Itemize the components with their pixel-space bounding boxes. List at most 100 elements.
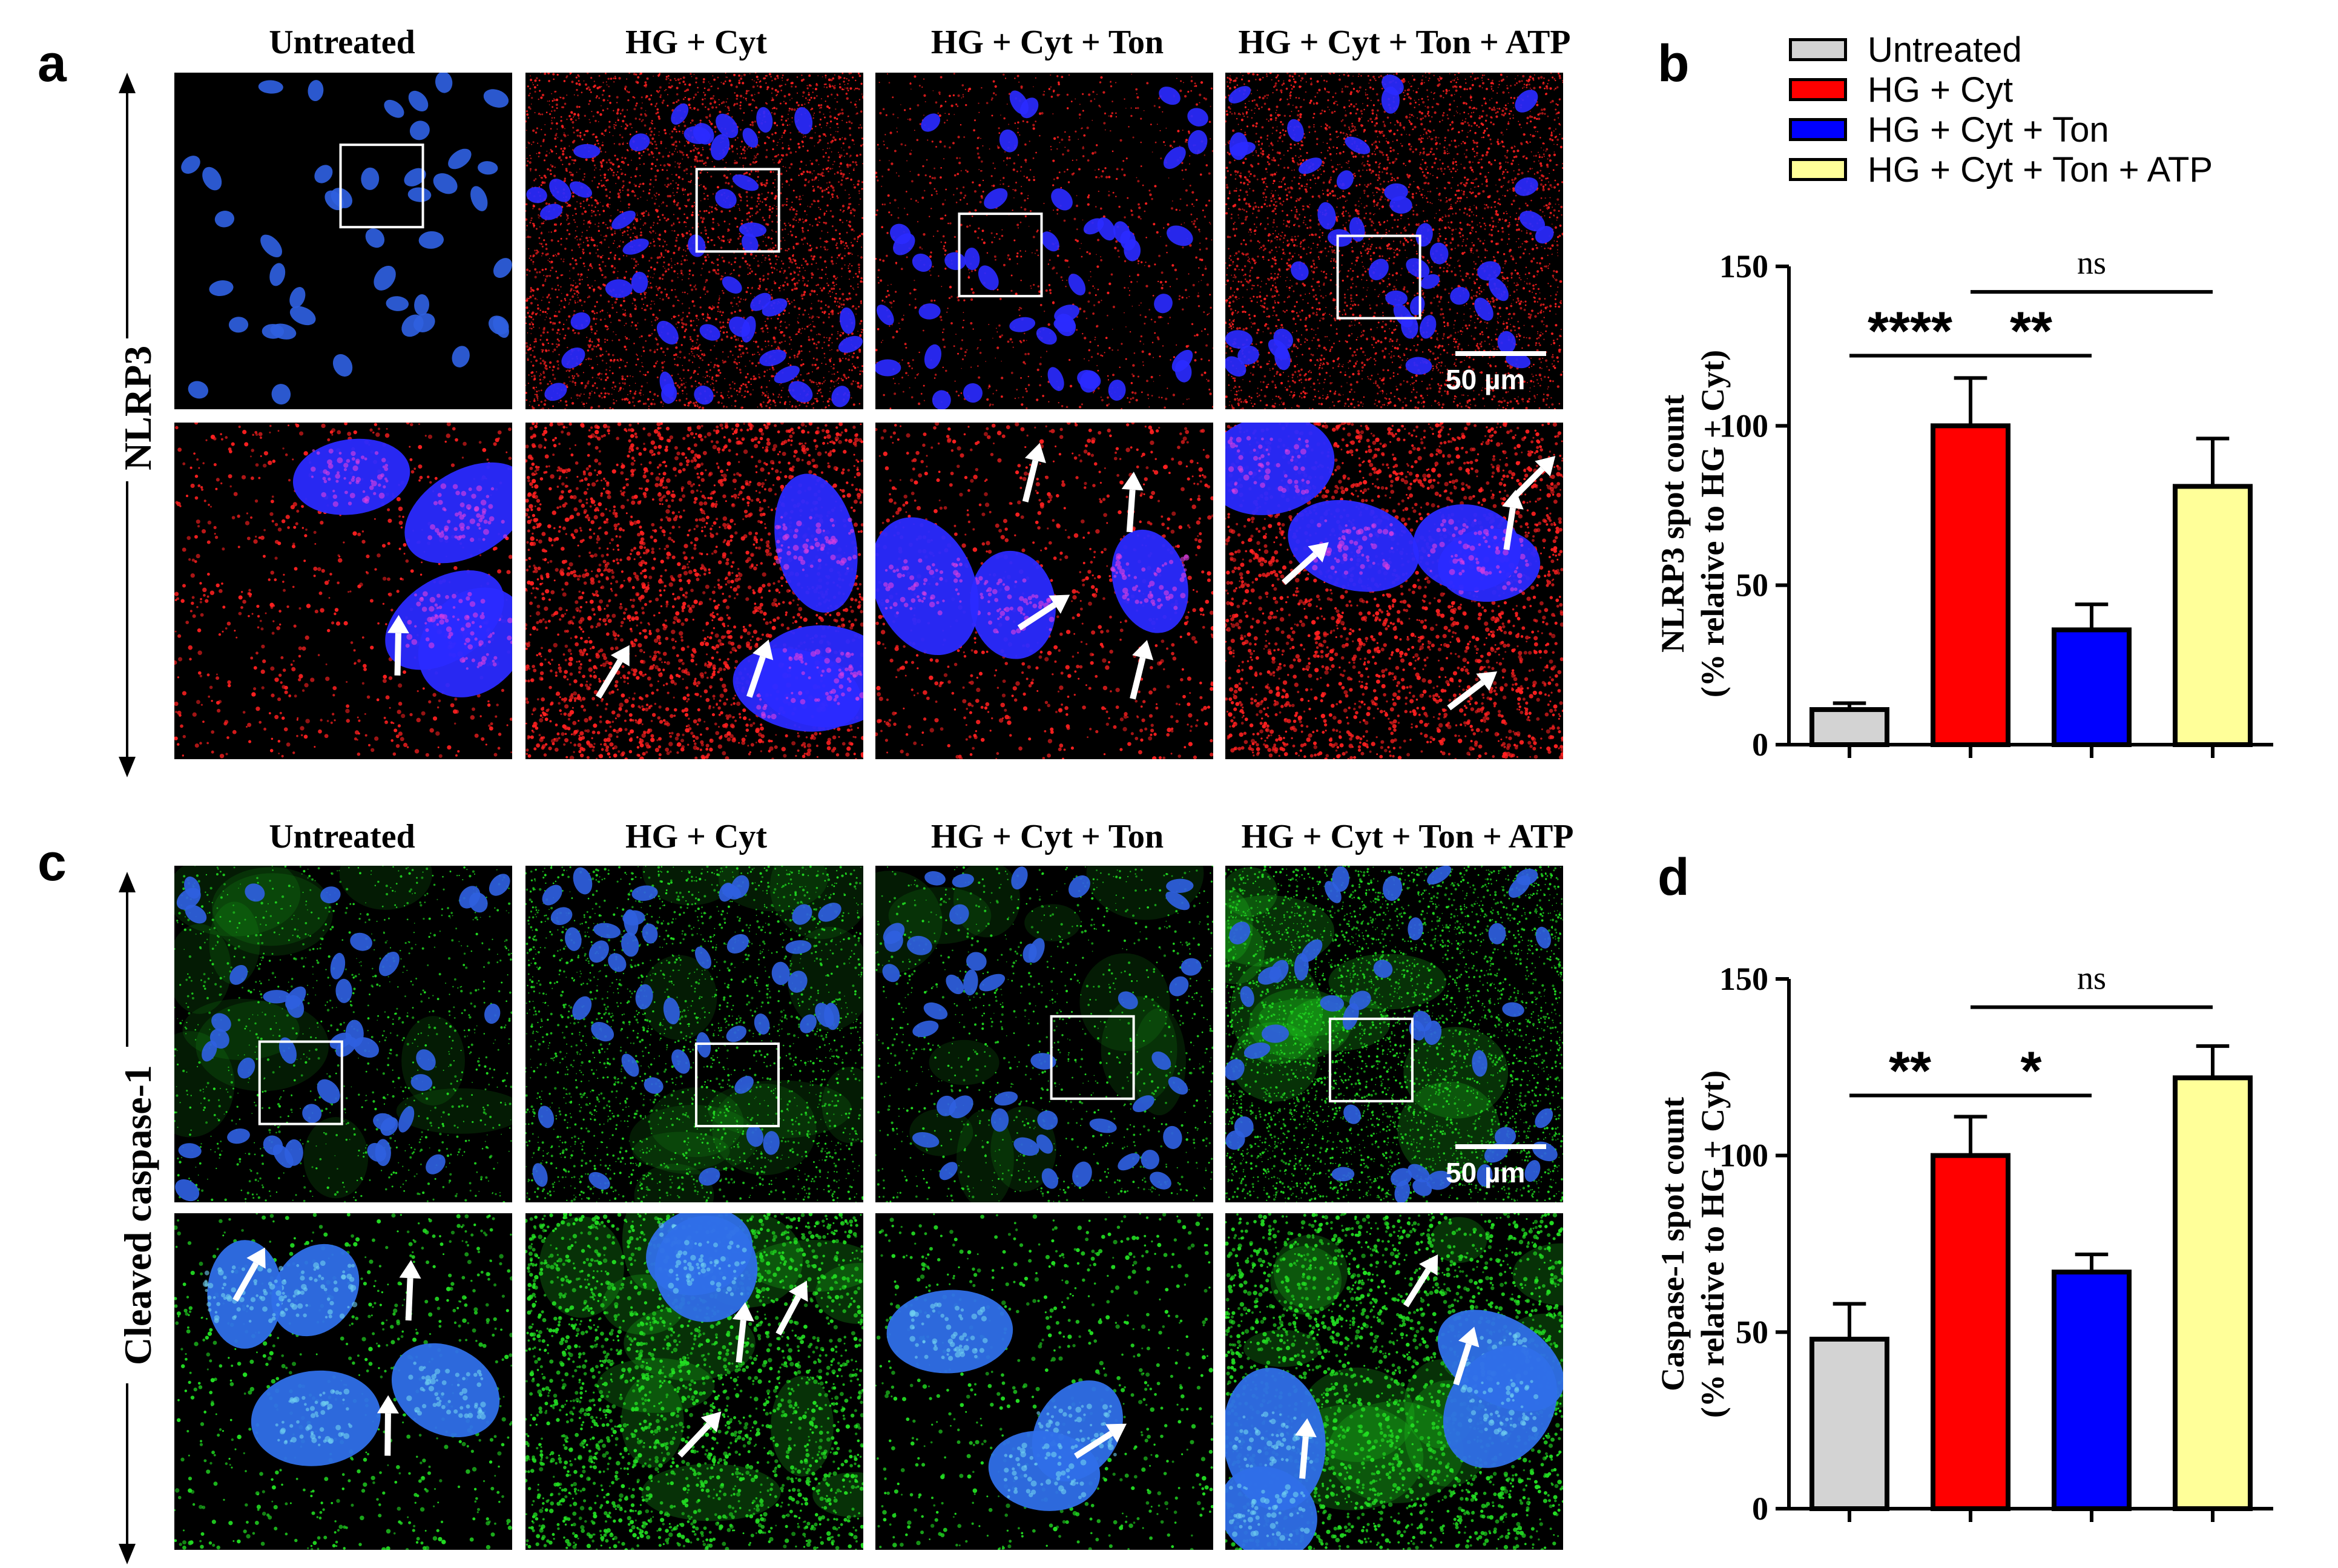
stain-puncta	[990, 232, 993, 234]
stain-puncta	[549, 321, 552, 324]
stain-puncta	[607, 77, 610, 80]
stain-puncta	[820, 300, 823, 303]
stain-puncta	[580, 243, 582, 245]
stain-puncta	[824, 248, 826, 251]
stain-puncta	[678, 221, 680, 223]
stain-puncta	[539, 357, 542, 360]
stain-puncta	[782, 186, 783, 188]
stain-puncta	[577, 94, 579, 96]
stain-puncta	[665, 185, 667, 187]
stain-puncta	[949, 286, 952, 289]
stain-puncta	[1100, 259, 1102, 262]
stain-puncta	[851, 265, 853, 267]
stain-puncta	[561, 106, 563, 108]
stain-puncta	[587, 86, 590, 89]
stain-puncta	[613, 402, 616, 404]
stain-puncta	[817, 392, 818, 395]
stain-puncta	[786, 249, 788, 252]
stain-puncta	[653, 186, 654, 188]
stain-puncta	[838, 237, 841, 240]
stain-puncta	[1176, 278, 1178, 280]
stain-puncta	[639, 183, 642, 185]
stain-puncta	[640, 107, 643, 110]
stain-puncta	[829, 360, 832, 363]
stain-puncta	[677, 273, 679, 275]
stain-puncta	[759, 354, 760, 355]
stain-puncta	[768, 73, 771, 76]
stain-puncta	[704, 161, 707, 164]
stain-puncta	[627, 163, 630, 166]
stain-puncta	[621, 186, 624, 189]
stain-puncta	[781, 260, 783, 262]
stain-puncta	[940, 76, 943, 79]
stain-puncta	[783, 289, 785, 291]
stain-puncta	[689, 107, 691, 109]
stain-puncta	[592, 115, 594, 117]
stain-puncta	[830, 140, 833, 143]
stain-puncta	[617, 119, 619, 122]
stain-puncta	[648, 246, 650, 248]
nucleus	[448, 148, 472, 170]
stain-puncta	[645, 340, 647, 342]
stain-puncta	[850, 285, 852, 288]
stain-puncta	[763, 219, 765, 222]
stain-puncta	[852, 169, 855, 171]
stain-puncta	[1209, 392, 1212, 395]
stain-puncta	[564, 102, 567, 105]
stain-puncta	[525, 209, 527, 212]
stain-puncta	[1016, 255, 1019, 258]
stain-puncta	[858, 266, 860, 269]
stain-puncta	[1010, 289, 1013, 292]
nucleus	[840, 307, 856, 334]
nucleus	[262, 324, 285, 339]
stain-puncta	[544, 399, 547, 402]
stain-puncta	[587, 223, 589, 225]
stain-puncta	[594, 136, 598, 139]
stain-puncta	[619, 387, 622, 390]
stain-puncta	[789, 401, 791, 403]
stain-puncta	[817, 173, 820, 176]
stain-puncta	[570, 284, 572, 286]
stain-puncta	[841, 120, 843, 121]
stain-puncta	[751, 207, 753, 210]
stain-puncta	[785, 153, 788, 156]
stain-puncta	[1034, 252, 1036, 254]
nucleus	[526, 186, 547, 203]
stain-puncta	[719, 238, 720, 240]
stain-puncta	[689, 180, 691, 183]
stain-puncta	[633, 226, 636, 229]
stain-puncta	[995, 357, 996, 359]
stain-puncta	[768, 255, 770, 257]
stain-puncta	[684, 83, 687, 85]
stain-puncta	[545, 338, 548, 341]
stain-puncta	[568, 376, 570, 378]
stain-puncta	[560, 116, 562, 118]
stain-puncta	[798, 307, 801, 310]
stain-puncta	[1067, 149, 1070, 152]
stain-puncta	[758, 137, 760, 138]
stain-puncta	[855, 106, 857, 108]
stain-puncta	[853, 215, 855, 217]
stain-puncta	[844, 264, 846, 266]
stain-puncta	[784, 340, 786, 342]
stain-puncta	[608, 246, 610, 248]
stain-puncta	[811, 277, 813, 279]
stain-puncta	[1202, 274, 1204, 276]
stain-puncta	[889, 407, 892, 409]
stain-puncta	[540, 374, 542, 376]
stain-puncta	[558, 354, 560, 356]
stain-puncta	[639, 175, 641, 177]
stain-puncta	[733, 73, 736, 76]
stain-puncta	[772, 159, 774, 160]
stain-puncta	[529, 323, 532, 326]
stain-puncta	[616, 102, 618, 104]
stain-puncta	[788, 303, 791, 305]
stain-puncta	[1112, 374, 1115, 377]
stain-puncta	[806, 87, 809, 90]
stain-puncta	[821, 171, 824, 175]
stain-puncta	[659, 90, 660, 92]
stain-puncta	[772, 375, 775, 377]
stain-puncta	[775, 215, 778, 217]
stain-puncta	[624, 87, 626, 90]
stain-puncta	[588, 340, 591, 343]
